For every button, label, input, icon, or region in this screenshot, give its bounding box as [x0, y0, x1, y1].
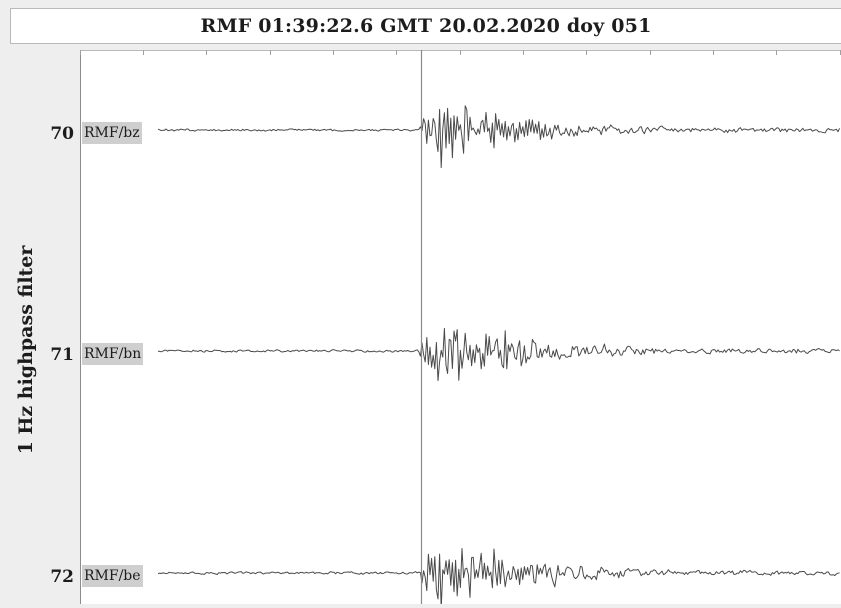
plot-area: [80, 50, 841, 604]
trace-rmf-be: [157, 548, 840, 604]
channel-number-70: 70: [50, 124, 74, 144]
trace-rmf-bz: [157, 105, 841, 169]
channel-label-bz: RMF/bz: [82, 122, 142, 144]
title-bar: RMF 01:39:22.6 GMT 20.02.2020 doy 051: [10, 8, 841, 44]
channel-label-bn: RMF/bn: [82, 343, 144, 365]
channel-label-be: RMF/be: [82, 565, 143, 587]
time-axis-ticks: [80, 50, 841, 55]
chart-title: RMF 01:39:22.6 GMT 20.02.2020 doy 051: [200, 15, 652, 37]
trace-rmf-bn: [157, 327, 840, 382]
channel-number-71: 71: [50, 345, 74, 365]
channel-number-72: 72: [50, 567, 74, 587]
y-axis-label: 1 Hz highpass filter: [15, 245, 37, 455]
trace-group: [157, 105, 841, 604]
